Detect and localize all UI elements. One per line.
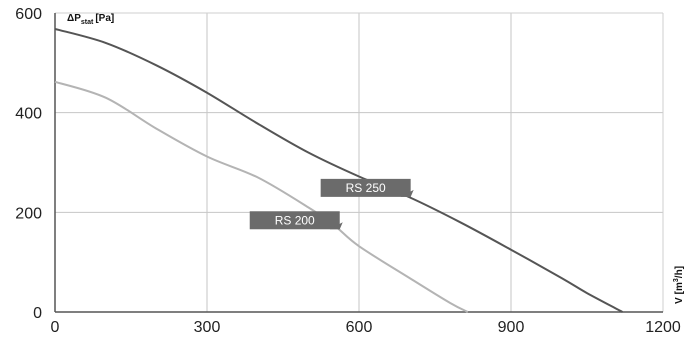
x-axis-label-symbol: V (674, 297, 685, 304)
y-axis-label: ΔPstat [Pa] (67, 13, 114, 26)
tick-labels: 0 300 600 900 1200 0 200 400 600 (15, 6, 681, 336)
y-tick-label: 0 (33, 305, 42, 322)
y-tick-label: 600 (15, 6, 42, 23)
y-axis-label-unit: [Pa] (95, 13, 114, 24)
series-line-rs-250 (54, 27, 623, 313)
y-tick-label: 400 (15, 106, 42, 123)
x-axis-label: V [m3/h] (673, 266, 685, 304)
callout-box (249, 211, 340, 230)
callout-rs-200: RS 200 (249, 211, 343, 230)
x-axis-label-unit-tail: /h] (674, 266, 685, 278)
callout-pointer (400, 189, 414, 197)
y-axis-label-subscript: stat (81, 19, 94, 26)
series-line-rs-200 (54, 80, 469, 313)
x-tick-label: 900 (498, 319, 525, 336)
series-lines (54, 27, 623, 313)
callout-label: RS 200 (275, 213, 315, 227)
axes (54, 12, 664, 313)
y-axis-label-symbol: ΔP (67, 13, 81, 24)
callout-box (320, 178, 411, 197)
series-callouts: RS 250 RS 200 (249, 178, 414, 230)
x-tick-label: 1200 (645, 319, 681, 336)
y-tick-label: 200 (15, 205, 42, 222)
grid-lines (55, 13, 663, 312)
x-tick-label: 300 (194, 319, 221, 336)
x-axis-label-unit-superscript: 3 (673, 278, 680, 282)
x-tick-label: 600 (346, 319, 373, 336)
callout-rs-250: RS 250 (320, 178, 414, 197)
callout-pointer (329, 222, 343, 230)
x-axis-label-unit: [m (674, 282, 685, 294)
x-tick-label: 0 (51, 319, 60, 336)
callout-label: RS 250 (346, 181, 386, 195)
